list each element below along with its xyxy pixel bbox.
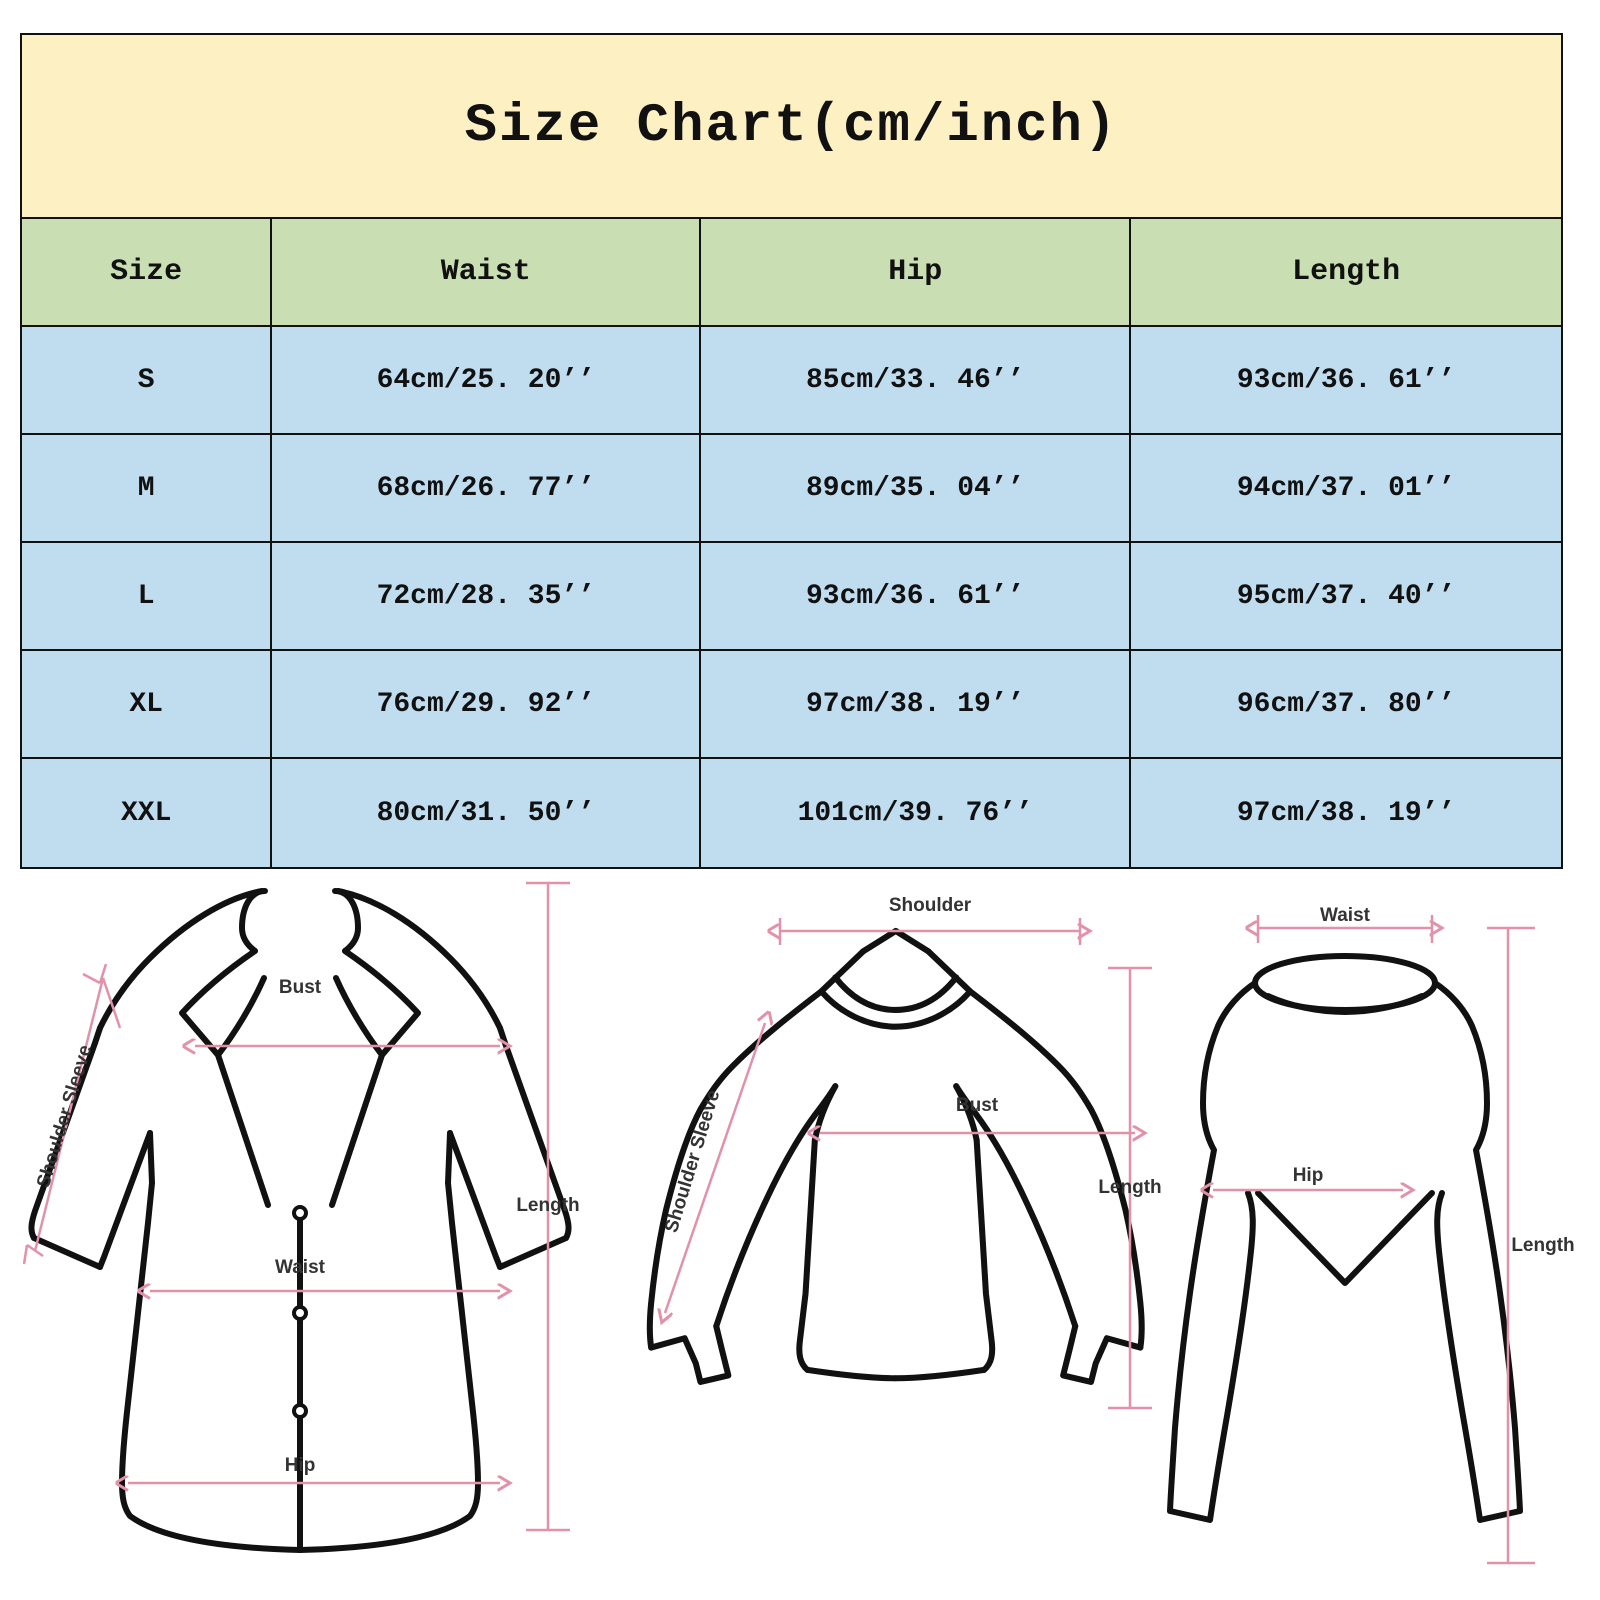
svg-text:Length: Length <box>1098 1177 1161 1198</box>
svg-text:Shoulder Sleeve: Shoulder Sleeve <box>33 1043 96 1191</box>
svg-text:Bust: Bust <box>956 1095 999 1116</box>
svg-text:Shoulder: Shoulder <box>889 895 972 916</box>
svg-text:Hip: Hip <box>1293 1165 1324 1186</box>
svg-text:Shoulder Sleeve: Shoulder Sleeve <box>661 1088 724 1236</box>
svg-text:Bust: Bust <box>279 977 322 998</box>
svg-text:Length: Length <box>516 1195 579 1216</box>
svg-text:Length: Length <box>1511 1235 1574 1256</box>
svg-text:Hip: Hip <box>285 1455 316 1476</box>
svg-text:Waist: Waist <box>275 1257 326 1278</box>
svg-text:Waist: Waist <box>1320 905 1371 926</box>
